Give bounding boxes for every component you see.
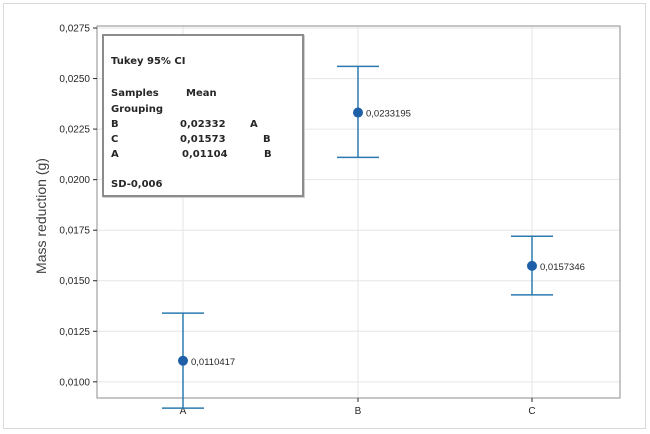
y-tick-label: 0,0175 (59, 226, 90, 237)
legend-header-samples: Samples (111, 88, 159, 99)
y-tick-label: 0,0275 (59, 24, 90, 35)
legend-row-sample: B (111, 119, 119, 130)
y-tick-label: 0,0100 (59, 377, 90, 388)
legend-row-group: A (250, 119, 258, 130)
mean-point (527, 260, 537, 271)
y-tick-label: 0,0225 (59, 125, 90, 136)
tukey-legend: Tukey 95% CI Samples Mean Grouping B 0,0… (102, 34, 304, 197)
legend-header-mean: Mean (186, 88, 217, 99)
legend-footer: SD-0,006 (111, 179, 163, 190)
y-tick-label: 0,0150 (59, 276, 90, 287)
legend-row-group: B (264, 149, 272, 160)
x-tick-label: C (528, 406, 535, 417)
y-tick-label: 0,0250 (59, 74, 90, 85)
legend-row-group: B (263, 134, 271, 145)
legend-row-mean: 0,01104 (182, 149, 228, 160)
legend-row-mean: 0,02332 (180, 119, 226, 130)
y-tick-label: 0,0125 (59, 327, 90, 338)
mean-point (353, 107, 363, 118)
y-axis-label: Mass reduction (g) (33, 158, 49, 274)
x-tick-label: A (180, 406, 187, 417)
legend-header-grouping: Grouping (111, 104, 163, 115)
legend-row-sample: C (111, 134, 119, 145)
legend-title: Tukey 95% CI (111, 56, 186, 67)
legend-row-mean: 0,01573 (180, 134, 226, 145)
x-tick-label: B (355, 406, 362, 417)
mean-point (178, 355, 188, 366)
data-label: 0,0110417 (191, 357, 235, 368)
legend-row-sample: A (111, 149, 119, 160)
y-tick-label: 0,0200 (59, 175, 90, 186)
data-label: 0,0233195 (366, 109, 411, 120)
data-label: 0,0157346 (540, 262, 585, 273)
